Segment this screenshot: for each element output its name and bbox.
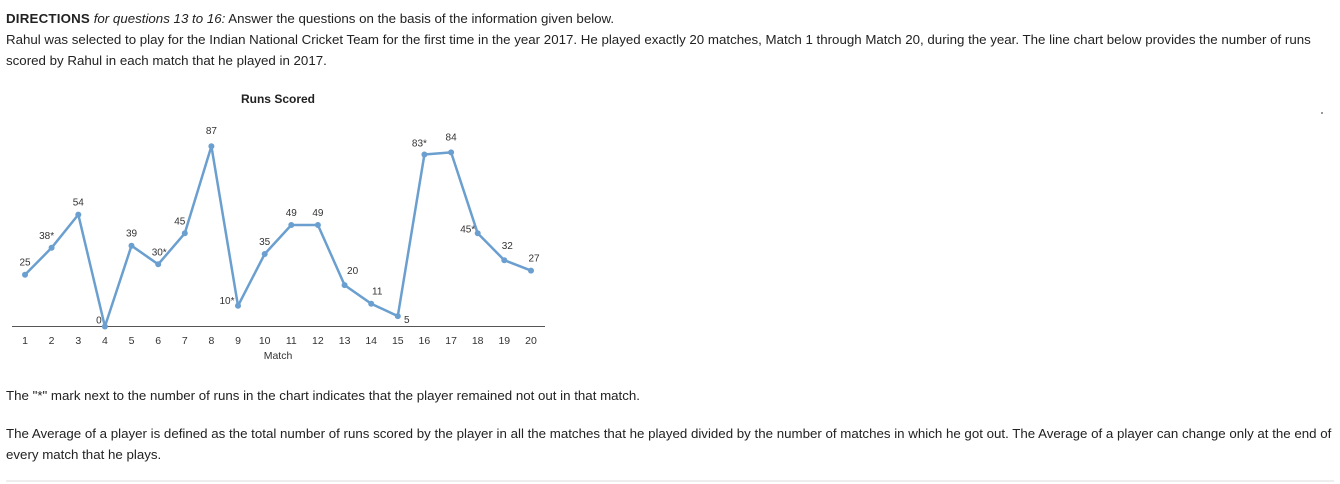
- runs-series-line: [24, 144, 532, 328]
- data-point: [368, 300, 375, 307]
- directions-block: DIRECTIONS for questions 13 to 16: Answe…: [6, 8, 1338, 71]
- data-point: [448, 149, 455, 156]
- directions-paragraph: Rahul was selected to play for the India…: [6, 32, 1311, 68]
- data-point: [314, 222, 321, 228]
- data-point: [208, 143, 215, 150]
- data-label: 11: [372, 287, 383, 298]
- x-tick-label: 3: [75, 335, 81, 347]
- x-tick-label: 19: [498, 335, 510, 347]
- x-axis-title: Match: [264, 350, 293, 362]
- data-point: [22, 271, 28, 278]
- x-tick-label: 15: [392, 335, 404, 347]
- chart-title: Runs Scored: [240, 92, 315, 106]
- x-tick-label: 13: [339, 335, 351, 347]
- data-label: 32: [502, 241, 514, 252]
- not-out-note: The "*" mark next to the number of runs …: [6, 388, 640, 403]
- data-label: 35: [259, 237, 271, 248]
- x-tick-label: 8: [208, 335, 214, 347]
- data-point: [155, 261, 162, 268]
- directions-instruction: Answer the questions on the basis of the…: [228, 11, 615, 26]
- x-tick-label: 18: [472, 335, 484, 347]
- x-tick-label: 7: [182, 335, 188, 347]
- data-label: 25: [19, 258, 31, 269]
- data-label: 5: [404, 315, 410, 326]
- data-label: 54: [73, 198, 85, 209]
- stray-dot: [1321, 112, 1323, 114]
- data-point: [421, 151, 428, 158]
- x-tick-label: 1: [22, 335, 28, 347]
- data-label: 87: [206, 126, 218, 137]
- data-point: [48, 244, 55, 251]
- data-label: 38*: [39, 231, 54, 242]
- data-point: [235, 302, 241, 309]
- data-label: 45: [174, 216, 186, 227]
- average-definition: The Average of a player is defined as th…: [6, 426, 1332, 462]
- x-tick-label: 4: [102, 335, 108, 347]
- data-label: 83*: [412, 139, 427, 150]
- data-label: 30*: [152, 247, 167, 258]
- data-point: [288, 222, 295, 228]
- data-label: 49: [312, 208, 324, 219]
- x-tick-label: 5: [129, 335, 135, 347]
- data-point: [101, 323, 108, 330]
- x-tick-label: 16: [419, 335, 431, 347]
- x-tick-label: 9: [235, 335, 241, 347]
- x-tick-label: 6: [155, 335, 161, 347]
- data-point: [501, 257, 508, 264]
- x-tick-label: 2: [49, 335, 55, 347]
- data-label: 45*: [460, 224, 475, 235]
- data-label: 20: [347, 266, 359, 277]
- data-point: [261, 251, 268, 257]
- data-label: 0: [96, 316, 102, 327]
- data-label: 27: [528, 254, 540, 265]
- directions-heading: DIRECTIONS: [6, 11, 91, 26]
- bottom-divider: [6, 480, 1334, 482]
- x-tick-label: 10: [259, 335, 271, 347]
- data-label: 49: [286, 208, 298, 219]
- data-point: [394, 313, 401, 320]
- x-tick-label: 14: [365, 335, 377, 347]
- x-tick-label: 20: [525, 335, 537, 347]
- x-tick-label: 17: [445, 335, 457, 347]
- data-point: [75, 211, 82, 218]
- data-point: [341, 282, 348, 289]
- x-tick-label: 11: [286, 335, 297, 347]
- data-label: 39: [126, 229, 138, 240]
- directions-subheading: for questions 13 to 16:: [93, 11, 226, 26]
- data-point: [474, 230, 481, 237]
- data-point: [528, 267, 534, 274]
- x-tick-label: 12: [312, 335, 324, 347]
- data-label: 84: [446, 132, 458, 143]
- data-label: 10*: [219, 296, 234, 307]
- data-point: [128, 242, 135, 249]
- data-point: [181, 230, 188, 237]
